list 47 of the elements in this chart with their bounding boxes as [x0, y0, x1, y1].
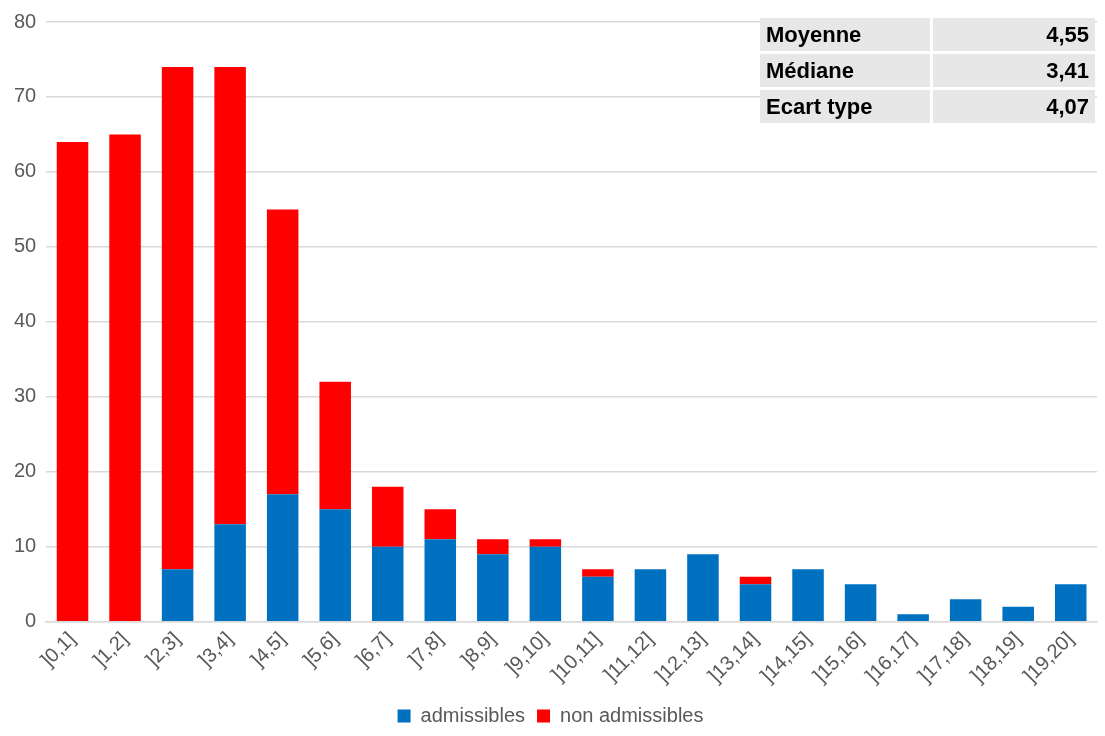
bar — [529, 539, 562, 547]
bar — [739, 584, 772, 622]
y-tick-label: 20 — [14, 459, 37, 482]
bar — [897, 614, 929, 622]
bar — [266, 209, 299, 495]
bar — [477, 554, 509, 622]
annotation: Médiane — [760, 52, 932, 89]
annotation: 4,07 — [931, 88, 1095, 125]
bar — [109, 134, 141, 622]
bar — [1002, 606, 1034, 622]
bar — [266, 494, 299, 622]
y-tick-label: 60 — [14, 159, 37, 182]
bar — [371, 486, 404, 547]
annotation: 3,41 — [931, 52, 1095, 89]
bar — [161, 66, 194, 570]
y-tick-label: 30 — [14, 384, 37, 407]
bar — [844, 584, 877, 622]
bar — [949, 599, 982, 622]
bar — [319, 381, 351, 510]
annotation: 4,55 — [931, 18, 1095, 53]
y-tick-label: 50 — [14, 234, 37, 257]
y-tick-label: 0 — [25, 609, 37, 632]
bar — [161, 569, 194, 622]
y-tick-label: 10 — [14, 534, 37, 557]
bar — [1054, 584, 1087, 622]
bar — [529, 546, 562, 622]
bar — [582, 569, 614, 577]
bar — [477, 539, 509, 555]
bar — [214, 66, 246, 525]
legend-label: non admissibles — [560, 703, 704, 726]
bar — [582, 576, 614, 622]
bar — [371, 546, 404, 622]
bar — [214, 524, 246, 622]
y-tick-label: 80 — [14, 9, 37, 32]
bar — [319, 509, 351, 622]
bar — [424, 539, 457, 622]
bar — [634, 569, 667, 622]
annotation: Ecart type — [760, 88, 932, 125]
bar — [792, 569, 824, 622]
bar — [56, 141, 89, 622]
annotation: Moyenne — [760, 18, 932, 53]
y-tick-label: 70 — [14, 84, 37, 107]
bar — [424, 509, 457, 540]
legend-label: admissibles — [420, 703, 526, 726]
bar — [687, 554, 719, 622]
bar — [739, 576, 772, 585]
y-tick-label: 40 — [14, 309, 37, 332]
